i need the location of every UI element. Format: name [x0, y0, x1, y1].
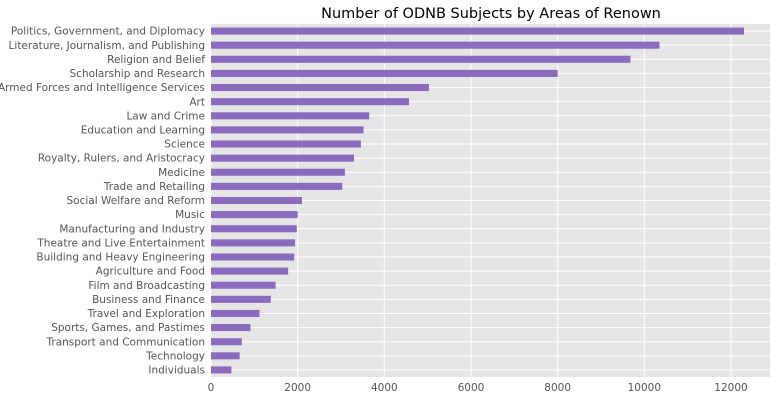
y-tick-label: Travel and Exploration	[87, 308, 205, 320]
bar	[211, 295, 271, 303]
x-tick-label: 0	[208, 382, 215, 394]
y-tick-label: Business and Finance	[92, 294, 205, 306]
bar	[211, 281, 276, 289]
x-tick-label: 8000	[544, 382, 571, 394]
bar	[211, 168, 345, 176]
bar	[211, 140, 361, 148]
bar	[211, 55, 631, 63]
bar	[211, 309, 260, 317]
y-tick-label: Music	[175, 209, 205, 221]
bar	[211, 211, 298, 219]
y-tick-label: Transport and Communication	[46, 336, 205, 348]
bar	[211, 196, 302, 205]
x-tick-label: 4000	[371, 382, 398, 394]
bar	[211, 352, 240, 360]
bar	[211, 84, 429, 92]
bar	[211, 126, 364, 134]
x-tick-label: 2000	[284, 382, 311, 394]
y-tick-label: Theatre and Live Entertainment	[36, 237, 205, 249]
y-tick-label: Building and Heavy Engineering	[36, 252, 205, 264]
y-tick-label: Law and Crime	[126, 110, 205, 122]
bar	[211, 366, 232, 374]
y-tick-label: Scholarship and Research	[70, 68, 206, 80]
x-tick-labels: 0 2000 4000 6000 8000 10000 12000	[208, 382, 748, 394]
y-tick-label: Trade and Retailing	[103, 181, 205, 193]
y-tick-label: Art	[189, 96, 205, 108]
y-tick-label: Manufacturing and Industry	[59, 223, 205, 235]
y-tick-label: Sports, Games, and Pastimes	[51, 322, 205, 334]
bar	[211, 239, 296, 247]
x-tick-label: 10000	[628, 382, 661, 394]
y-tick-label: Social Welfare and Reform	[67, 195, 205, 207]
y-tick-label: Literature, Journalism, and Publishing	[9, 40, 205, 52]
bar	[211, 154, 354, 162]
bar	[211, 338, 242, 346]
bar	[211, 267, 289, 275]
y-tick-label: Medicine	[158, 167, 205, 179]
y-tick-label: Armed Forces and Intelligence Services	[0, 82, 205, 94]
y-tick-label: Technology	[145, 350, 205, 362]
bar	[211, 182, 343, 190]
y-tick-label: Individuals	[148, 365, 205, 377]
y-tick-label: Royalty, Rulers, and Aristocracy	[38, 153, 205, 165]
bar	[211, 41, 660, 49]
bar	[211, 225, 297, 233]
bar	[211, 69, 558, 77]
y-tick-label: Religion and Belief	[107, 54, 205, 66]
bar	[211, 253, 295, 261]
y-tick-labels: Politics, Government, and Diplomacy Liter…	[0, 26, 205, 377]
bar	[211, 112, 370, 120]
y-tick-label: Science	[164, 139, 205, 151]
y-tick-label: Film and Broadcasting	[88, 280, 205, 292]
y-tick-label: Education and Learning	[81, 125, 205, 137]
bar	[211, 27, 744, 35]
bars	[211, 27, 744, 374]
bar	[211, 98, 410, 106]
chart-title: Number of ODNB Subjects by Areas of Reno…	[321, 6, 661, 22]
x-tick-label: 6000	[458, 382, 485, 394]
y-tick-label: Politics, Government, and Diplomacy	[11, 26, 205, 38]
x-tick-label: 12000	[714, 382, 747, 394]
y-tick-label: Agriculture and Food	[96, 266, 205, 278]
bar	[211, 324, 251, 332]
